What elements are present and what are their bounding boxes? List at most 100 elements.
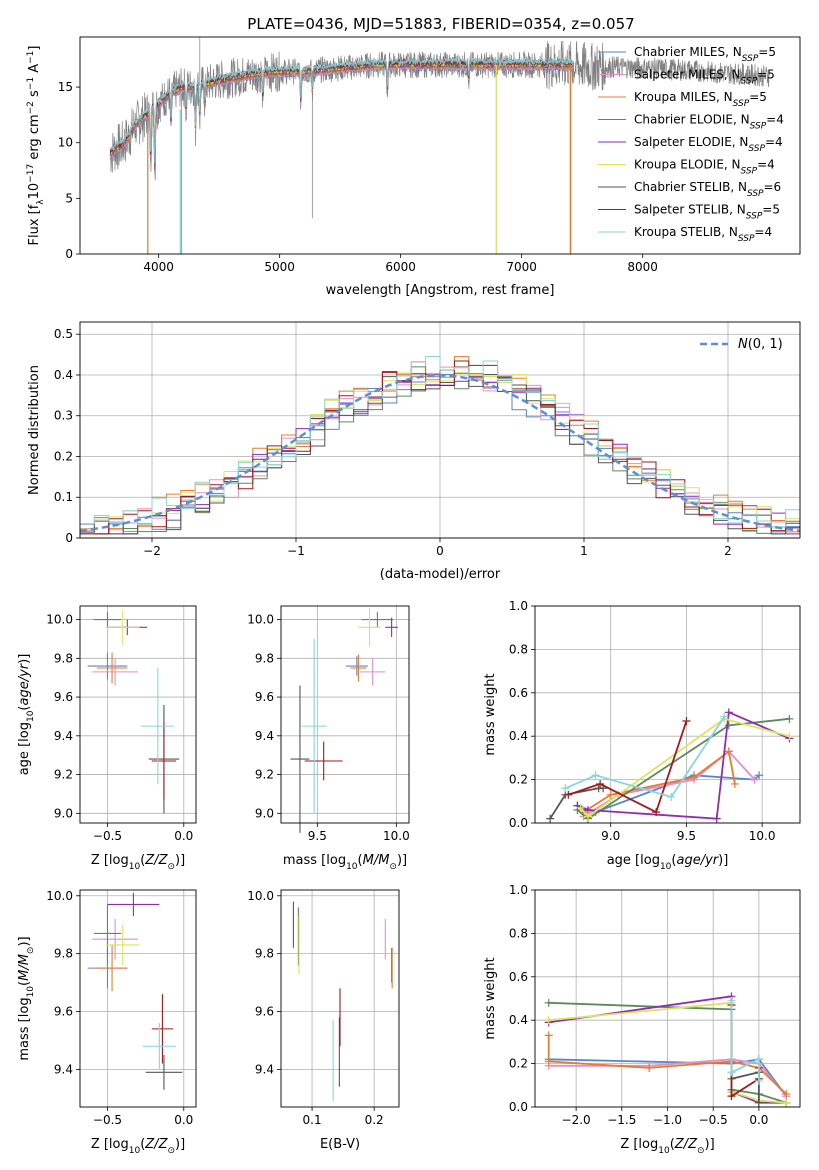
x-tick-label: 0.0 [749, 1113, 768, 1127]
weight-marker [576, 803, 585, 812]
weight-marker [596, 779, 605, 788]
axes-residuals: −2 −1 0 1 2 0 0.1 0.2 0.3 0.4 0.5 N(0, 1) (data-mode… [27, 321, 801, 582]
y-tick-label: 9.6 [255, 1005, 274, 1019]
x-tick-label: 0.0 [174, 1113, 193, 1127]
spectrum-model-line [109, 56, 573, 164]
y-tick-label: 9.8 [54, 651, 73, 665]
legend-entry: Kroupa MILES, NSSP=5 [634, 90, 767, 109]
axes-frame [79, 321, 801, 539]
weight-line-0 [577, 774, 760, 814]
x-axis-label: Z [log10(Z/Z⊙)] [620, 1137, 714, 1156]
y-tick-label: 1.0 [509, 883, 528, 897]
y-tick-label: 10.0 [247, 889, 274, 903]
weight-marker [682, 717, 691, 726]
weight-line-8 [564, 716, 726, 799]
weight-marker [727, 1092, 736, 1101]
y-tick-label: 9.6 [54, 690, 73, 704]
y-tick-label: 0.4 [509, 1013, 528, 1027]
y-tick-label: 0.8 [509, 926, 528, 940]
x-tick-label: −0.5 [699, 1113, 728, 1127]
y-tick-label: 9.4 [54, 1062, 73, 1076]
y-tick-label: 0.2 [509, 1057, 528, 1071]
weight-marker [785, 714, 794, 723]
weight-marker [750, 775, 759, 784]
weight-marker [785, 732, 794, 741]
weight-marker [667, 792, 676, 801]
figure-title: PLATE=0436, MJD=51883, FIBERID=0354, z=0… [247, 15, 634, 33]
y-tick-label: 10 [58, 136, 73, 150]
weight-marker [754, 1076, 763, 1085]
axes-frame [280, 889, 400, 1108]
weight-marker [782, 1089, 791, 1098]
legend-entry: N(0, 1) [738, 337, 783, 352]
y-tick-label: 9.0 [255, 806, 274, 820]
y-axis-label: Normed distribution [27, 365, 42, 495]
weight-marker [712, 814, 721, 823]
axes-frame [534, 889, 801, 1108]
y-tick-label: 9.4 [54, 729, 73, 743]
weight-marker [584, 812, 592, 821]
weight-line-2 [547, 1035, 787, 1095]
legend-entry: Chabrier ELODIE, NSSP=4 [634, 113, 784, 132]
x-tick-label: 10.0 [749, 829, 776, 843]
weight-marker [564, 790, 573, 799]
y-tick-label: 5 [65, 191, 73, 205]
weight-marker [724, 721, 733, 730]
weight-marker [606, 790, 615, 799]
weight-marker [544, 998, 553, 1007]
weight-marker [724, 747, 733, 756]
y-tick-label: 0.5 [54, 327, 73, 341]
x-tick-label: 0.0 [174, 829, 193, 843]
axes-spectrum: 4000 5000 6000 7000 8000 0 5 10 15 Chabrier MILES… [26, 36, 801, 298]
weight-marker [546, 814, 555, 823]
y-tick-label: 9.6 [54, 1005, 73, 1019]
x-tick-label: −2 [143, 544, 161, 558]
weight-marker [724, 708, 733, 717]
weight-marker [782, 1098, 791, 1107]
x-tick-label: −0.5 [93, 1113, 122, 1127]
y-tick-label: 9.8 [255, 651, 274, 665]
weight-marker [544, 1016, 553, 1025]
x-tick-label: 0 [436, 544, 444, 558]
axes-frame [79, 36, 801, 255]
legend-entry: Kroupa ELODIE, NSSP=4 [634, 158, 775, 177]
y-axis-label: age [log10(age/yr)] [17, 654, 36, 776]
weight-marker [754, 1098, 763, 1107]
y-tick-label: 9.2 [54, 768, 73, 782]
x-tick-label: −1.0 [653, 1113, 682, 1127]
y-tick-label: 0.1 [54, 490, 73, 504]
x-tick-label: 5000 [264, 260, 295, 274]
legend-entry: Salpeter STELIB, NSSP=5 [634, 203, 780, 222]
y-tick-label: 0.8 [509, 642, 528, 656]
y-tick-label: 9.8 [255, 947, 274, 961]
weight-marker [561, 784, 570, 793]
x-tick-label: 2 [724, 544, 732, 558]
y-tick-label: 0.4 [54, 368, 73, 382]
y-tick-label: 0 [65, 531, 73, 545]
weight-line-8 [730, 1000, 760, 1081]
x-axis-label: age [log10(age/yr)] [607, 853, 729, 872]
weight-marker [755, 771, 764, 780]
weight-marker [652, 808, 661, 817]
y-tick-label: 0.6 [509, 686, 528, 700]
x-tick-label: 10.0 [383, 829, 410, 843]
axes-weight_vs_Z: −2.0 −1.5 −1.0 −0.5 0.0 0.0 0.2 0.4 0.6 0.8 1.0 Z [… [483, 883, 801, 1156]
y-axis-label: mass weight [483, 673, 498, 755]
legend-entry: Salpeter ELODIE, NSSP=4 [634, 135, 783, 154]
x-axis-label: Z [log10(Z/Z⊙)] [91, 1137, 185, 1156]
x-tick-label: 7000 [506, 260, 537, 274]
y-tick-label: 15 [58, 80, 73, 94]
axes-weight_vs_age: 9.0 9.5 10.0 0.0 0.2 0.4 0.6 0.8 1.0 age [log10(a… [483, 599, 801, 872]
y-tick-label: 9.0 [54, 806, 73, 820]
weight-marker [720, 712, 729, 721]
y-tick-label: 10.0 [247, 613, 274, 627]
weight-line-7 [568, 720, 688, 814]
weight-marker [544, 1031, 553, 1040]
y-tick-label: 9.8 [54, 947, 73, 961]
y-tick-label: 0.2 [54, 449, 73, 463]
y-tick-label: 0 [65, 247, 73, 261]
x-tick-label: 9.0 [601, 829, 620, 843]
weight-marker [645, 1063, 654, 1072]
x-tick-label: 4000 [143, 260, 174, 274]
